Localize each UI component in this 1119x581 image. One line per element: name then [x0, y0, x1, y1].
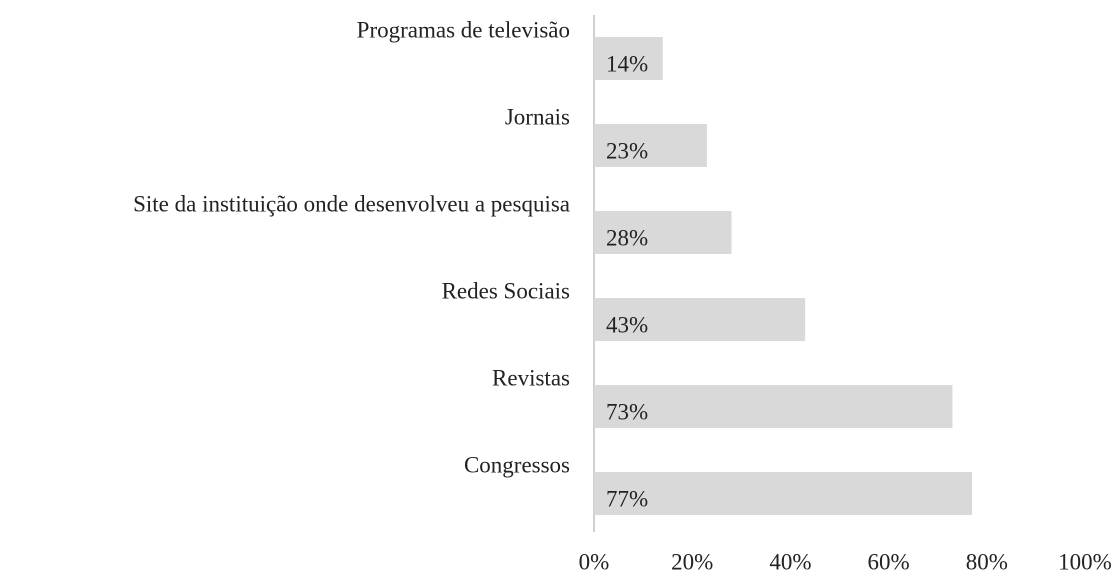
value-label: 14%	[606, 51, 648, 76]
value-label: 43%	[606, 312, 648, 337]
bar	[594, 298, 806, 341]
x-tick-label: 40%	[769, 549, 811, 574]
value-label: 28%	[606, 225, 648, 250]
category-label: Congressos	[464, 452, 570, 477]
bar	[594, 385, 953, 428]
bar	[594, 472, 973, 515]
category-label: Programas de televisão	[357, 17, 570, 42]
value-label: 23%	[606, 138, 648, 163]
value-label: 73%	[606, 399, 648, 424]
x-tick-label: 0%	[579, 549, 610, 574]
value-label: 77%	[606, 486, 648, 511]
bar	[594, 37, 663, 80]
bar	[594, 124, 707, 167]
category-label: Redes Sociais	[442, 278, 570, 303]
category-label: Site da instituição onde desenvolveu a p…	[133, 191, 570, 216]
bar	[594, 211, 732, 254]
x-tick-label: 80%	[966, 549, 1008, 574]
category-label: Jornais	[505, 104, 570, 129]
x-tick-label: 60%	[868, 549, 910, 574]
x-tick-label: 20%	[671, 549, 713, 574]
x-tick-label: 100%	[1058, 549, 1112, 574]
category-label: Revistas	[492, 365, 570, 390]
